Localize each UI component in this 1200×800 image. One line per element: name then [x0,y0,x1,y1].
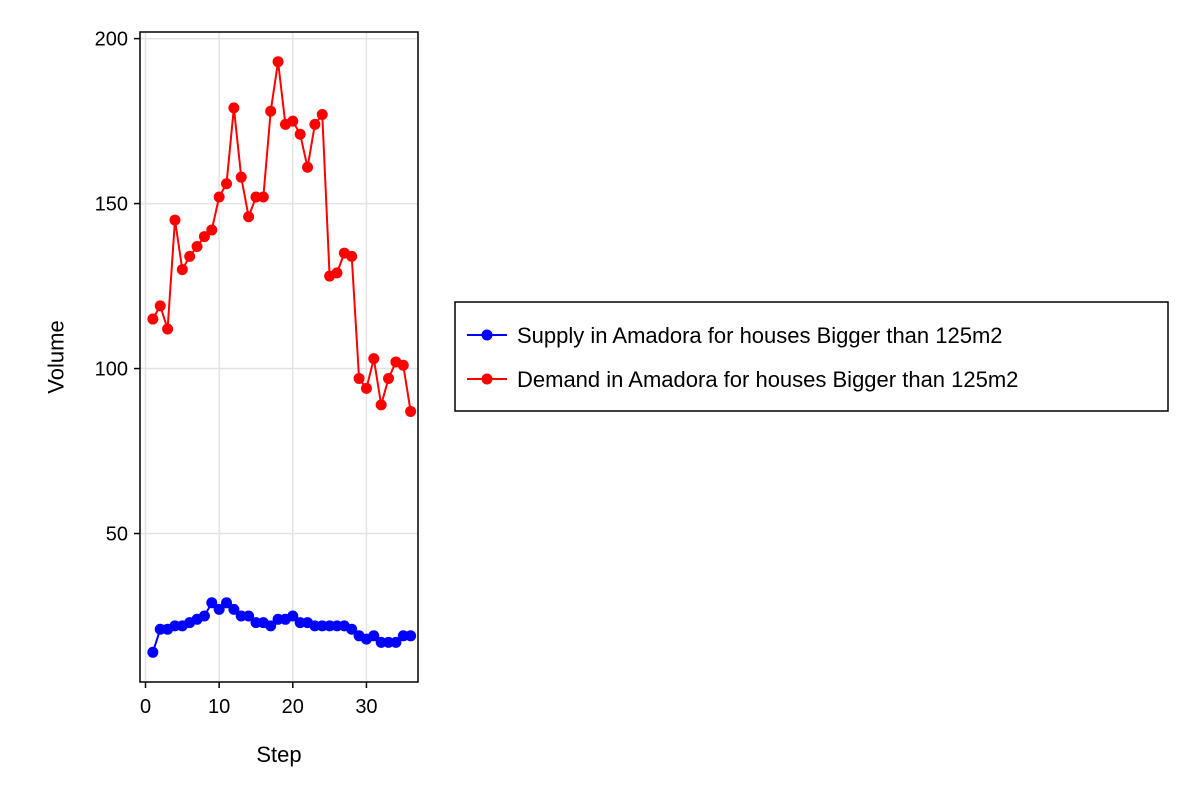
data-point [287,115,299,127]
x-tick-label: 0 [140,696,151,718]
x-tick-label: 20 [282,696,304,718]
data-point [198,610,210,622]
data-point [243,610,255,622]
data-point [213,191,225,203]
data-point [331,267,343,279]
data-point [162,323,174,335]
data-point [198,231,210,243]
data-point [360,382,372,394]
data-point [287,610,299,622]
data-point [265,620,277,632]
data-point [213,603,225,615]
data-point [397,359,409,371]
data-point [390,636,402,648]
data-point [206,224,218,236]
legend: Supply in Amadora for houses Bigger than… [454,301,1169,412]
data-point [265,105,277,117]
data-point [316,108,328,120]
data-point [221,597,233,609]
data-point [302,161,314,173]
data-point [169,214,181,226]
y-tick-label: 200 [95,29,128,51]
x-axis-title: Step [256,742,301,767]
data-point [294,128,306,140]
data-point [272,56,284,68]
data-point [228,102,240,114]
data-point [353,372,365,384]
plot-frame [139,31,419,683]
data-point [405,630,417,642]
data-point [346,250,358,262]
data-point [383,372,395,384]
data-point [191,240,203,252]
data-point [368,630,380,642]
grid-lines [140,32,418,682]
x-tick-label: 10 [208,696,230,718]
y-axis-title: Volume [44,320,69,393]
data-point [375,399,387,411]
axis-ticks: 0 10 20 30 50 100 150 200 [95,29,378,718]
y-tick-label: 100 [95,359,128,381]
series-layer [147,56,417,658]
x-tick-label: 30 [355,696,377,718]
data-point [368,353,380,365]
data-point [346,623,358,635]
series-2 [147,56,417,417]
data-point [405,405,417,417]
data-point [243,211,255,223]
data-point [257,191,269,203]
legend-box [454,301,1169,412]
y-tick-label: 50 [106,524,128,546]
legend-swatch-marker [481,329,493,341]
data-point [228,603,240,615]
data-point [235,171,247,183]
legend-label: Supply in Amadora for houses Bigger than… [517,323,1003,348]
data-point [176,264,188,276]
legend-swatch-marker [481,373,493,385]
y-tick-label: 150 [95,194,128,216]
series-1 [147,597,417,658]
legend-label: Demand in Amadora for houses Bigger than… [517,367,1018,392]
data-point [184,250,196,262]
data-point [309,118,321,130]
data-point [221,178,233,190]
data-point [147,313,159,325]
data-point [147,646,159,658]
data-point [154,300,166,312]
data-point [206,597,218,609]
